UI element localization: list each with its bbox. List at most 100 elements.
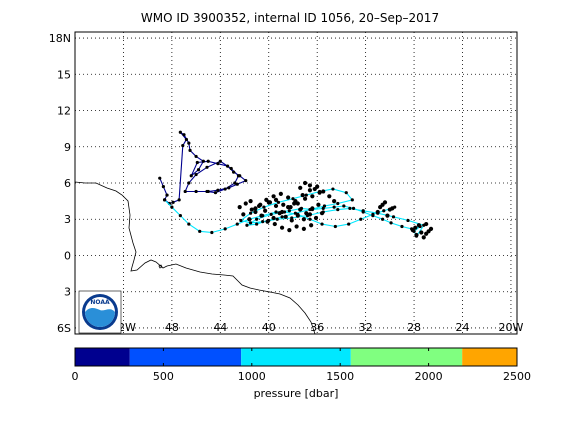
noaa-logo-text: NOAA xyxy=(90,299,110,306)
profile-point xyxy=(165,193,169,197)
profile-point xyxy=(295,213,300,218)
lon-tick-label: 40 xyxy=(262,321,276,334)
profile-point xyxy=(248,221,253,225)
profile-point xyxy=(302,196,308,201)
latitude-labels: 18N 15 12 9 6 3 0 3 6S xyxy=(49,32,71,335)
profile-point xyxy=(319,211,325,216)
profile-point xyxy=(286,195,291,200)
profile-point xyxy=(205,189,209,194)
profile-point xyxy=(332,205,336,209)
profile-point xyxy=(210,230,214,235)
profile-point xyxy=(158,176,162,180)
profile-point xyxy=(385,213,390,218)
lon-tick-label: 24 xyxy=(456,321,470,334)
lat-tick-label: 3 xyxy=(64,286,71,299)
longitude-labels: 52W 48 44 40 36 32 28 24 20W xyxy=(111,321,524,334)
colorbar-tick-label: 0 xyxy=(72,370,79,383)
colorbar-band xyxy=(241,348,351,366)
profile-point xyxy=(218,159,222,163)
profile-point xyxy=(300,192,305,198)
profile-point xyxy=(421,235,426,240)
profile-point xyxy=(321,206,325,210)
profile-point xyxy=(380,217,385,221)
colorbar-tick-label: 2000 xyxy=(415,370,443,383)
profile-point xyxy=(262,205,266,209)
profile-point xyxy=(307,188,313,193)
profile-point xyxy=(248,199,253,204)
profile-point xyxy=(263,208,268,213)
profile-point xyxy=(382,209,386,213)
colorbar-band xyxy=(129,348,242,366)
profile-point xyxy=(301,217,306,222)
profile-point xyxy=(310,194,315,199)
profile-point xyxy=(177,198,181,202)
profile-point xyxy=(247,217,252,222)
profile-point xyxy=(194,172,198,177)
profile-point xyxy=(161,185,165,189)
lat-tick-label: 6 xyxy=(64,177,71,190)
profile-point xyxy=(271,215,276,221)
profile-point xyxy=(232,170,236,174)
profile-point xyxy=(256,203,262,209)
profile-point xyxy=(253,206,258,211)
lat-tick-label: 3 xyxy=(64,213,71,226)
profile-point xyxy=(316,202,321,207)
profile-point xyxy=(216,188,220,192)
profile-point xyxy=(206,159,210,163)
profile-point xyxy=(261,220,265,224)
trajectory-line xyxy=(159,131,247,205)
profile-point xyxy=(274,210,278,214)
profile-point xyxy=(389,221,393,225)
profile-point xyxy=(424,231,429,236)
profile-point xyxy=(244,178,248,183)
profile-point xyxy=(301,226,306,232)
profile-point xyxy=(331,187,335,191)
profile-point xyxy=(273,197,279,203)
profile-point xyxy=(235,182,239,186)
profile-point xyxy=(194,189,198,194)
lat-tick-label: 18N xyxy=(49,32,71,45)
colorbar-tick-label: 2500 xyxy=(503,370,531,383)
profile-point xyxy=(309,223,314,228)
profile-point xyxy=(410,228,415,233)
profile-point xyxy=(187,222,191,226)
profile-point xyxy=(265,219,270,224)
map-frame xyxy=(74,31,518,335)
colorbar-band xyxy=(462,348,517,366)
profile-point xyxy=(248,211,253,215)
grid xyxy=(75,32,517,334)
profile-point xyxy=(342,204,346,208)
profile-point xyxy=(336,201,340,206)
profile-point xyxy=(241,212,246,217)
profile-point xyxy=(307,212,313,217)
noaa-logo: NOAA xyxy=(78,290,122,334)
profile-point xyxy=(304,193,308,197)
profile-point xyxy=(350,198,354,202)
chart-title: WMO ID 3900352, internal ID 1056, 20–Sep… xyxy=(141,11,439,25)
profile-point xyxy=(406,218,410,223)
profile-point xyxy=(344,191,348,195)
profile-point xyxy=(187,181,191,185)
profile-point xyxy=(361,209,365,213)
lon-tick-label: 32 xyxy=(359,321,373,334)
profile-point xyxy=(313,215,319,221)
profile-point xyxy=(312,186,317,192)
profile-point xyxy=(304,211,309,216)
lat-tick-label: 12 xyxy=(57,105,71,118)
profile-point xyxy=(322,204,327,208)
profile-point xyxy=(239,218,243,223)
profile-point xyxy=(416,223,422,228)
profile-point xyxy=(187,141,191,145)
profile-point xyxy=(163,198,167,202)
profile-point xyxy=(308,217,312,221)
lon-tick-label: 36 xyxy=(310,321,324,334)
lon-tick-label: 28 xyxy=(407,321,421,334)
profile-point xyxy=(233,181,237,185)
lon-tick-label: 44 xyxy=(213,321,227,334)
profile-point xyxy=(194,154,198,159)
lat-tick-label: 15 xyxy=(57,68,71,81)
profile-point xyxy=(188,148,192,152)
profile-point xyxy=(205,165,209,169)
profile-point xyxy=(287,228,292,233)
profile-point xyxy=(371,212,375,217)
